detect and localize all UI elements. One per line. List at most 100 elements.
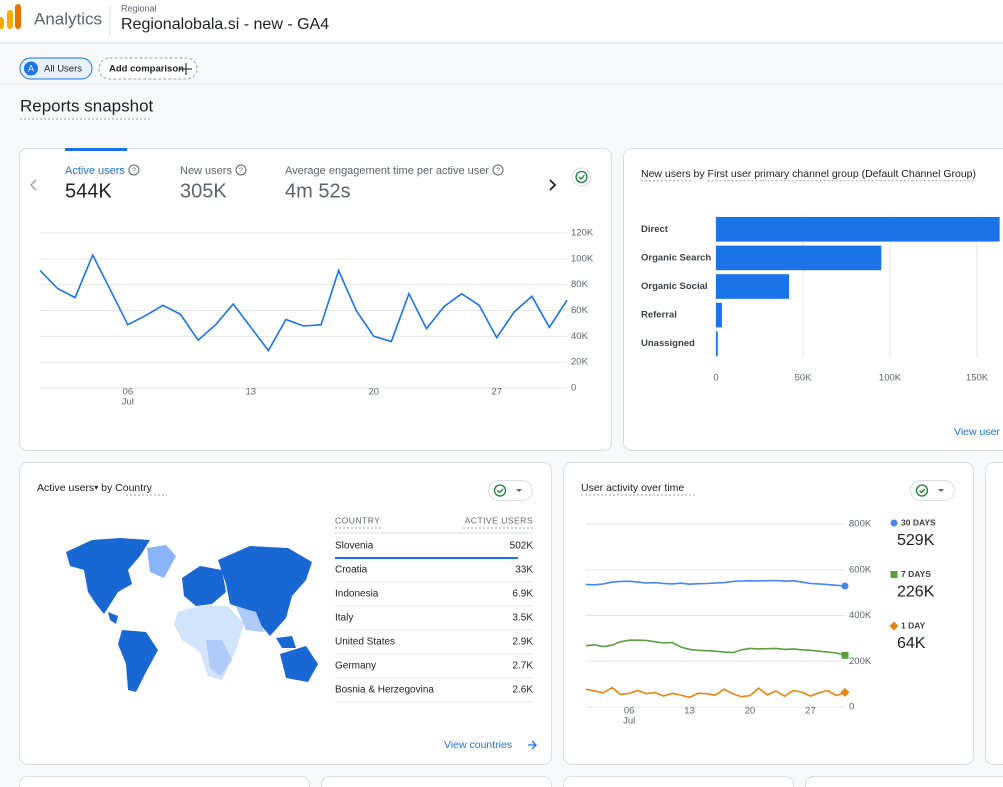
compare-dropdown[interactable] — [488, 480, 533, 501]
metric-label[interactable]: Active users — [65, 165, 125, 177]
countries-title: Active users▾ by Country — [37, 482, 153, 494]
country-name: Slovenia — [335, 541, 374, 552]
metric-label[interactable]: Average engagement time per active user — [285, 165, 489, 177]
country-name: Indonesia — [335, 589, 379, 600]
metric-label[interactable]: New users — [180, 165, 232, 177]
country-name: Bosnia & Herzegovina — [335, 685, 434, 696]
bottom-card — [805, 776, 1003, 787]
segment-badge-bg — [24, 61, 38, 76]
help-icon-glyph: ? — [496, 167, 500, 174]
next-arrow[interactable] — [549, 179, 557, 191]
line — [39, 253, 568, 352]
overview-card — [19, 148, 612, 451]
activity-title: User activity over time — [581, 482, 684, 494]
page-title: Reports snapshot — [20, 96, 154, 115]
x-tick-label: 06 — [123, 387, 134, 398]
active-tab-indicator — [65, 148, 127, 151]
segment-badge: A — [28, 63, 34, 73]
help-icon — [235, 164, 247, 176]
acquisition-title: New users by First user primary channel … — [641, 168, 976, 180]
title-dimension: First user primary channel group (Defaul… — [708, 168, 976, 180]
country-value: 2.7K — [512, 661, 533, 672]
acquisition-card — [623, 148, 1003, 451]
view-link[interactable]: View user — [954, 426, 1000, 438]
country-value: 2.9K — [512, 637, 533, 648]
end-marker — [841, 651, 849, 659]
help-icon — [492, 164, 504, 176]
compare-dropdown[interactable] — [910, 480, 955, 501]
title-metric: New users — [641, 168, 691, 180]
y-tick-label: 100K — [571, 253, 594, 264]
country-value: 502K — [510, 541, 534, 552]
country-name: United States — [335, 637, 395, 648]
status-check — [572, 167, 591, 187]
country-value: 33K — [515, 565, 533, 576]
legend-name: 7 DAYS — [901, 569, 931, 579]
segment-chip[interactable] — [19, 57, 93, 80]
y-tick-label: 120K — [571, 228, 594, 239]
add-comparison-chip[interactable] — [98, 57, 198, 80]
y-tick-label: 800K — [849, 519, 872, 530]
country-value: 3.5K — [512, 613, 533, 624]
category-label: Organic Social — [641, 281, 708, 292]
country-name: Croatia — [335, 565, 368, 576]
bar — [716, 217, 1000, 242]
category-label: Unassigned — [641, 338, 695, 349]
y-tick-label: 400K — [849, 610, 872, 621]
line — [585, 639, 846, 657]
metric-value: 4m 52s — [285, 180, 351, 202]
country-value: 2.6K — [512, 685, 533, 696]
help-icon — [128, 164, 140, 176]
y-tick-label: 40K — [571, 331, 589, 342]
column-header: ACTIVE USERS — [465, 515, 533, 525]
x-tick-label: 06 — [624, 706, 635, 717]
world-map — [66, 538, 318, 692]
x-month-label: Jul — [623, 716, 635, 727]
legend-name: 1 DAY — [901, 620, 926, 630]
country-name: Italy — [335, 613, 353, 624]
legend-marker — [889, 621, 899, 631]
title-dimension: Country — [115, 482, 153, 494]
category-label: Referral — [641, 310, 677, 321]
help-icon-glyph: ? — [132, 167, 136, 174]
country-name: Germany — [335, 661, 376, 672]
x-tick-label: 100K — [879, 373, 902, 384]
property-group: Regional — [121, 3, 157, 13]
x-tick-label: 150K — [966, 373, 989, 384]
activity-card — [563, 462, 974, 765]
country-value: 6.9K — [512, 589, 533, 600]
help-icon-glyph: ? — [239, 167, 243, 174]
bar — [716, 274, 790, 299]
metric-value: 305K — [180, 180, 227, 202]
y-tick-label: 20K — [571, 357, 589, 368]
logo — [0, 4, 21, 29]
legend-name: 30 DAYS — [901, 517, 936, 527]
legend-value: 226K — [897, 584, 935, 601]
add-comparison: Add comparison — [109, 64, 184, 75]
y-tick-label: 600K — [849, 564, 872, 575]
dropdown-caret: ▾ — [94, 483, 98, 492]
prev-arrow[interactable] — [29, 179, 37, 191]
x-month-label: Jul — [122, 397, 134, 408]
category-label: Direct — [641, 224, 669, 235]
title-by: by — [101, 482, 113, 494]
y-tick-label: 200K — [849, 656, 872, 667]
x-tick-label: 27 — [805, 706, 816, 717]
arrow-icon — [528, 740, 537, 750]
view-link[interactable]: View countries — [444, 739, 512, 751]
legend-marker — [890, 571, 898, 578]
x-tick-label: 0 — [713, 373, 718, 384]
bottom-card — [321, 776, 552, 787]
y-tick-label: 0 — [849, 702, 854, 713]
line — [585, 686, 846, 699]
title-by: by — [694, 168, 706, 180]
column-header: COUNTRY — [335, 515, 380, 525]
x-tick-label: 13 — [684, 706, 695, 717]
app-name: Analytics — [34, 9, 102, 28]
property-name[interactable]: Regionalobala.si - new - GA4 — [121, 16, 329, 33]
category-label: Organic Search — [641, 252, 711, 263]
bar — [716, 331, 718, 356]
bottom-card — [563, 776, 794, 787]
y-tick-label: 80K — [571, 279, 589, 290]
